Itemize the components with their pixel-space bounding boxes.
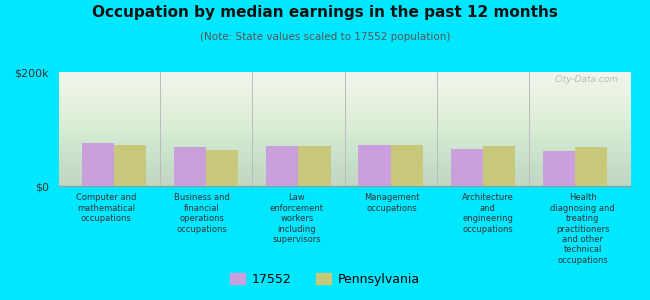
Text: Business and
financial
operations
occupations: Business and financial operations occupa…	[174, 194, 229, 234]
Bar	[575, 147, 608, 186]
Bar	[450, 149, 483, 186]
Bar	[266, 146, 298, 186]
Text: Occupation by median earnings in the past 12 months: Occupation by median earnings in the pas…	[92, 4, 558, 20]
Text: Management
occupations: Management occupations	[365, 194, 420, 213]
Bar	[358, 145, 391, 186]
Bar	[543, 151, 575, 186]
Bar	[391, 145, 423, 186]
Bar	[114, 145, 146, 186]
Text: Health
diagnosing and
treating
practitioners
and other
technical
occupations: Health diagnosing and treating practitio…	[551, 194, 615, 265]
Bar	[483, 146, 515, 186]
Bar	[298, 146, 331, 186]
Legend: 17552, Pennsylvania: 17552, Pennsylvania	[226, 268, 424, 291]
Bar	[206, 150, 239, 186]
Bar	[174, 147, 206, 186]
Text: Computer and
mathematical
occupations: Computer and mathematical occupations	[76, 194, 136, 223]
Bar	[81, 143, 114, 186]
Text: (Note: State values scaled to 17552 population): (Note: State values scaled to 17552 popu…	[200, 32, 450, 41]
Text: City-Data.com: City-Data.com	[555, 75, 619, 84]
Text: Architecture
and
engineering
occupations: Architecture and engineering occupations	[462, 194, 514, 234]
Text: Law
enforcement
workers
including
supervisors: Law enforcement workers including superv…	[270, 194, 324, 244]
